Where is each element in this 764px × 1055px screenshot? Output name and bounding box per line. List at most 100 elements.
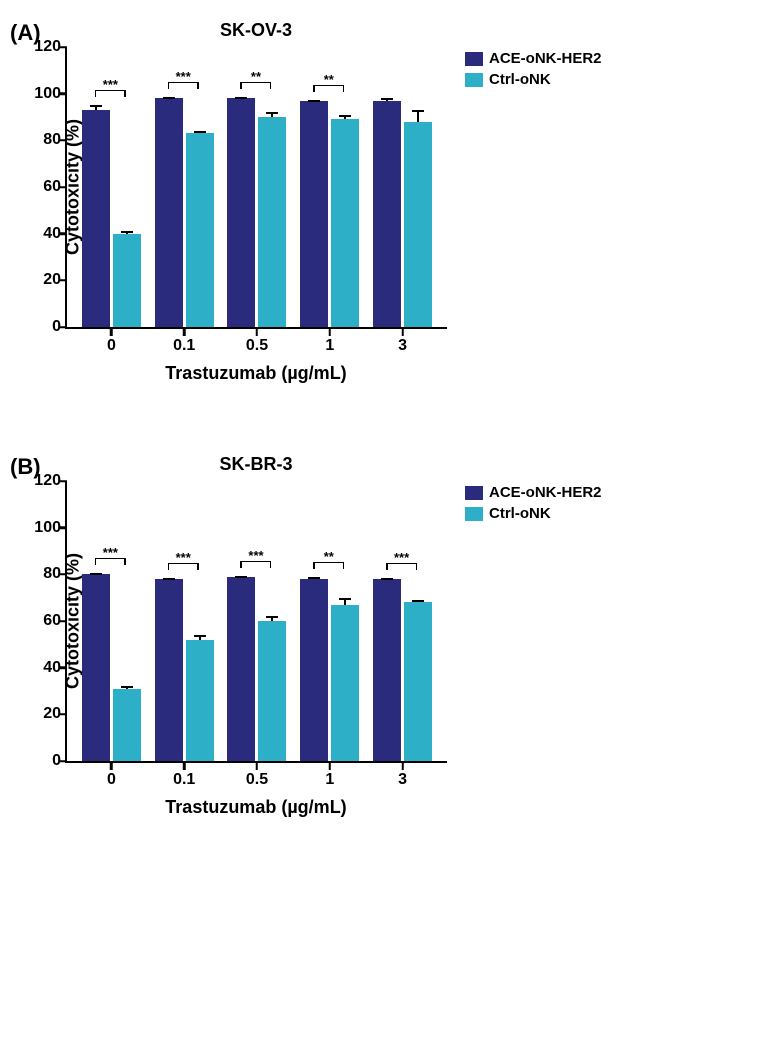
legend-label-series1: ACE-oNK-HER2 xyxy=(489,50,602,67)
xtick-label: 0.5 xyxy=(246,771,268,789)
significance-label: ** xyxy=(324,550,334,563)
bar-group: 0*** xyxy=(82,47,141,327)
bars-row: 0***0.1***0.5***1**3*** xyxy=(67,481,447,761)
error-bar xyxy=(240,97,242,98)
panel-b-legend: ACE-oNK-HER2 Ctrl-oNK xyxy=(465,484,602,526)
significance-bracket: *** xyxy=(168,563,199,570)
xtick-label: 3 xyxy=(398,771,407,789)
xtick-mark xyxy=(401,763,404,770)
ytick-mark xyxy=(60,279,67,282)
panel-a-plot: Cytotoxicity (%) 0204060801001200***0.1*… xyxy=(65,47,447,329)
panel-a: (A) SK-OV-3 Cytotoxicity (%) 02040608010… xyxy=(10,20,754,384)
bar-series1 xyxy=(373,579,401,761)
xtick-mark xyxy=(256,763,259,770)
panel-a-chart-wrap: SK-OV-3 Cytotoxicity (%) 020406080100120… xyxy=(65,20,754,384)
significance-bracket: *** xyxy=(240,561,271,568)
ytick-mark xyxy=(60,480,67,483)
bar-group: 0*** xyxy=(82,481,141,761)
xtick-mark xyxy=(256,329,259,336)
ytick-mark xyxy=(60,186,67,189)
ytick-mark xyxy=(60,526,67,529)
bar-group: 1** xyxy=(300,481,359,761)
bar-group: 3 xyxy=(373,47,432,327)
significance-label: ** xyxy=(251,70,261,83)
xtick-label: 3 xyxy=(398,337,407,355)
error-bar xyxy=(240,576,242,577)
error-bar xyxy=(386,98,388,100)
panel-b: (B) SK-BR-3 Cytotoxicity (%) 02040608010… xyxy=(10,454,754,818)
error-bar xyxy=(95,573,97,574)
significance-bracket: *** xyxy=(386,563,417,570)
panel-a-xlabel: Trastuzumab (µg/mL) xyxy=(65,363,447,384)
significance-bracket: *** xyxy=(95,558,126,565)
significance-label: *** xyxy=(176,551,191,564)
significance-label: *** xyxy=(103,546,118,559)
significance-bracket: *** xyxy=(168,82,199,89)
error-bar xyxy=(417,600,419,602)
xtick-mark xyxy=(183,329,186,336)
panel-b-plot: Cytotoxicity (%) 0204060801001200***0.1*… xyxy=(65,481,447,763)
panel-b-title: SK-BR-3 xyxy=(65,454,447,475)
bar-series2 xyxy=(113,689,141,761)
legend-item-series2-b: Ctrl-oNK xyxy=(465,505,602,522)
ytick-mark xyxy=(60,232,67,235)
bar-group: 0.5** xyxy=(227,47,286,327)
panel-a-title: SK-OV-3 xyxy=(65,20,447,41)
panel-b-chart-area: SK-BR-3 Cytotoxicity (%) 020406080100120… xyxy=(65,454,447,818)
error-bar xyxy=(126,686,128,688)
ytick-mark xyxy=(60,666,67,669)
xtick-label: 1 xyxy=(325,337,334,355)
legend-label-series2: Ctrl-oNK xyxy=(489,71,551,88)
ytick-mark xyxy=(60,46,67,49)
error-bar xyxy=(271,616,273,621)
xtick-mark xyxy=(110,329,113,336)
significance-label: *** xyxy=(248,549,263,562)
legend-swatch-series1 xyxy=(465,52,483,66)
ytick-mark xyxy=(60,620,67,623)
significance-bracket: ** xyxy=(313,85,344,92)
error-bar xyxy=(417,110,419,122)
bar-group: 0.5*** xyxy=(227,481,286,761)
bar-series1 xyxy=(227,577,255,761)
xtick-label: 1 xyxy=(325,771,334,789)
xtick-label: 0 xyxy=(107,337,116,355)
bar-group: 0.1*** xyxy=(155,481,214,761)
error-bar xyxy=(126,231,128,233)
error-bar xyxy=(168,97,170,98)
legend-item-series2: Ctrl-oNK xyxy=(465,71,602,88)
bar-series1 xyxy=(82,574,110,761)
bar-series1 xyxy=(155,98,183,327)
bar-series2 xyxy=(258,117,286,327)
bar-series2 xyxy=(186,133,214,327)
significance-label: ** xyxy=(324,73,334,86)
legend-label-series2-b: Ctrl-oNK xyxy=(489,505,551,522)
xtick-mark xyxy=(329,763,332,770)
error-bar xyxy=(344,598,346,605)
xtick-label: 0.5 xyxy=(246,337,268,355)
bar-series1 xyxy=(82,110,110,327)
panel-b-chart-wrap: SK-BR-3 Cytotoxicity (%) 020406080100120… xyxy=(65,454,754,818)
bar-series1 xyxy=(227,98,255,327)
error-bar xyxy=(386,578,388,579)
bar-series2 xyxy=(404,602,432,761)
error-bar xyxy=(313,100,315,101)
bar-group: 3*** xyxy=(373,481,432,761)
ytick-mark xyxy=(60,713,67,716)
significance-label: *** xyxy=(176,70,191,83)
xtick-label: 0.1 xyxy=(173,771,195,789)
legend-swatch-series2-b xyxy=(465,507,483,521)
ytick-mark xyxy=(60,92,67,95)
error-bar xyxy=(168,578,170,579)
bar-series1 xyxy=(300,101,328,327)
ytick-mark xyxy=(60,760,67,763)
error-bar xyxy=(199,635,201,640)
error-bar xyxy=(95,105,97,110)
panel-a-legend: ACE-oNK-HER2 Ctrl-oNK xyxy=(465,50,602,92)
significance-bracket: ** xyxy=(313,562,344,569)
error-bar xyxy=(344,115,346,120)
bar-series2 xyxy=(404,122,432,327)
bar-series2 xyxy=(113,234,141,327)
bar-series2 xyxy=(258,621,286,761)
legend-swatch-series2 xyxy=(465,73,483,87)
significance-label: *** xyxy=(103,78,118,91)
